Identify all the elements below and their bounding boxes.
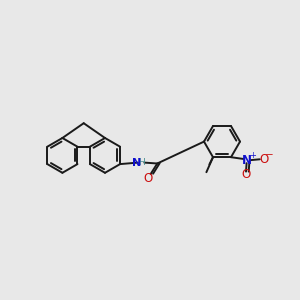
- Text: O: O: [242, 168, 250, 181]
- Text: N: N: [132, 158, 141, 168]
- Text: O: O: [260, 153, 268, 166]
- Text: N: N: [242, 154, 252, 167]
- Text: O: O: [143, 172, 152, 185]
- Text: H: H: [138, 158, 145, 167]
- Text: +: +: [249, 151, 256, 160]
- Text: −: −: [265, 150, 274, 160]
